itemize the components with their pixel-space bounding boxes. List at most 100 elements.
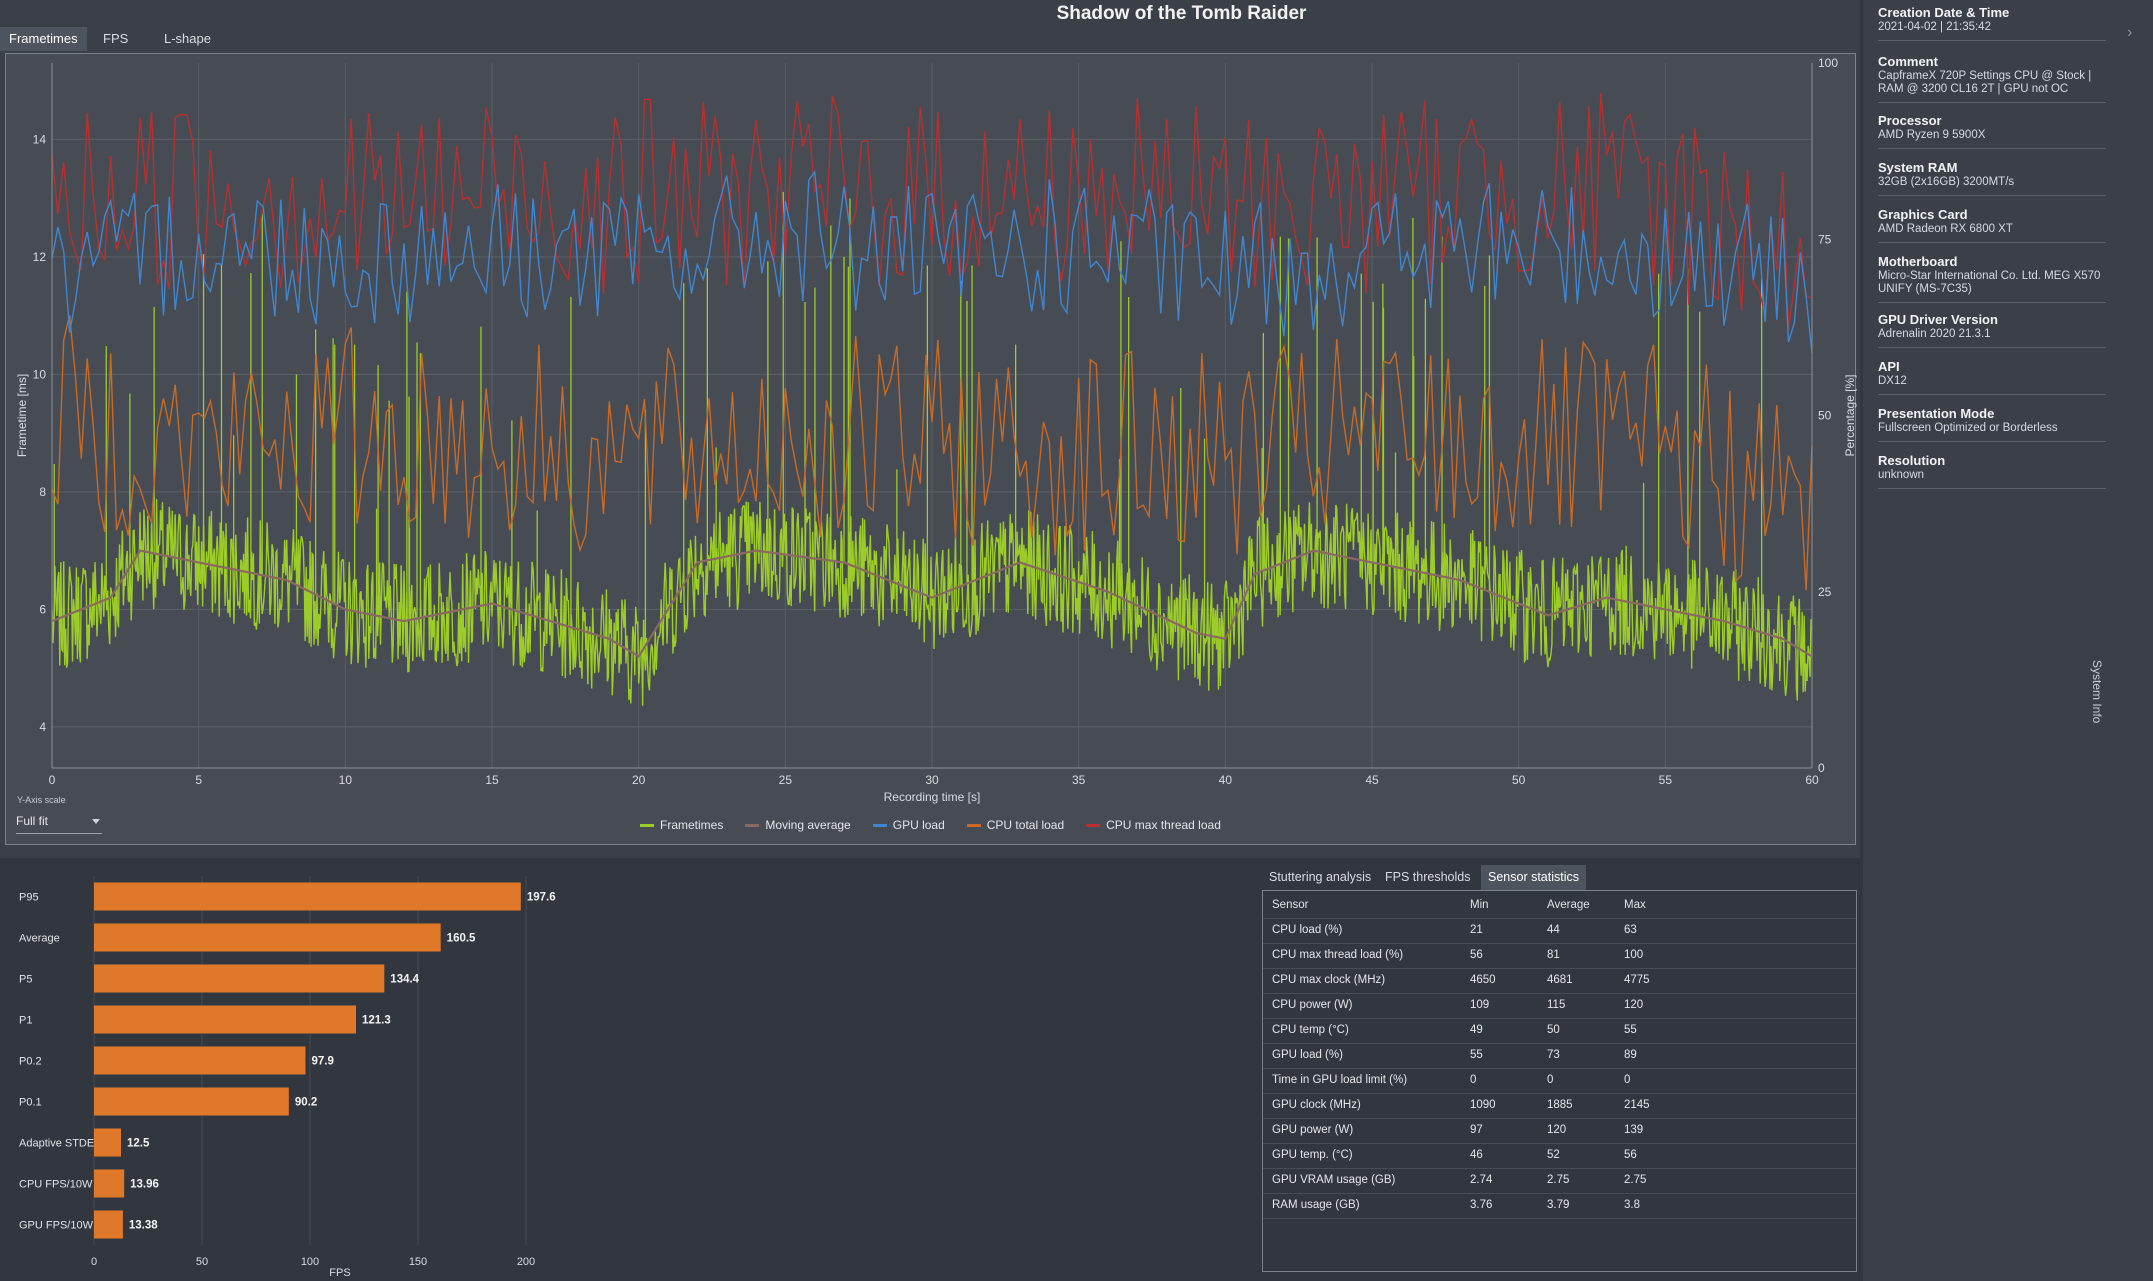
tab-l-shape[interactable]: L-shape [164,31,211,46]
system-info-entry: Comment CapframeX 720P Settings CPU @ Sto… [1878,54,2106,103]
table-cell: 97 [1470,1124,1483,1136]
tab-fps[interactable]: FPS [103,31,129,46]
table-cell: 4775 [1624,974,1650,986]
table-cell: 120 [1547,1124,1567,1136]
fps-bar [94,1169,125,1198]
chevron-down-icon [92,819,100,824]
y-tick-label: 8 [39,485,46,499]
chevron-right-icon[interactable]: › [2127,24,2133,41]
table-row: GPU power (W) 97 120 139 [1263,1118,1856,1144]
x-tick-label: 30 [925,773,939,787]
table-cell: 2.75 [1547,1174,1570,1186]
bar-value-label: 134.4 [390,974,419,986]
bar-category-label: P0.1 [19,1097,42,1109]
system-info-value: CapframeX 720P Settings CPU @ Stock | RA… [1878,70,2092,95]
bar-category-label: P0.2 [19,1056,42,1068]
bar-category-label: Average [19,933,60,945]
system-info-entry: Graphics Card AMD Radeon RX 6800 XT [1878,207,2106,243]
table-cell: 49 [1470,1024,1483,1036]
x-tick-label: 45 [1365,773,1379,787]
bar-value-label: 13.96 [130,1179,159,1191]
legend-item[interactable]: CPU max thread load [1086,818,1221,832]
legend-item[interactable]: Moving average [745,818,851,832]
y-tick-label: 10 [33,367,47,381]
legend-label: CPU total load [986,818,1065,832]
legend-label: Moving average [765,818,851,832]
table-cell: 0 [1624,1074,1631,1086]
table-cell: 3.79 [1547,1199,1570,1211]
y-axis-scale-dropdown[interactable]: Full fit [16,811,102,834]
y-axis-title: Frametime [ms] [15,374,29,457]
legend-item[interactable]: CPU total load [966,818,1065,832]
legend-item[interactable]: GPU load [872,818,945,832]
table-cell: 50 [1547,1024,1560,1036]
x-axis-title: Recording time [s] [884,790,981,804]
table-row: CPU load (%) 21 44 63 [1263,918,1856,944]
bar-category-label: GPU FPS/10W [19,1220,94,1232]
x-tick-label: 20 [632,773,646,787]
table-cell: CPU max clock (MHz) [1272,974,1386,986]
legend-label: CPU max thread load [1106,818,1221,832]
chart-series [51,92,1813,706]
system-info-value: 2021-04-02 | 21:35:42 [1878,21,1991,33]
system-info-label: Graphics Card [1878,207,1968,222]
table-cell: 4650 [1470,974,1496,986]
system-info-entry: Creation Date & Time 2021-04-02 | 21:35:4… [1878,5,2106,41]
bar-value-label: 160.5 [447,933,476,945]
tab-fps-thresholds[interactable]: FPS thresholds [1385,870,1471,884]
tab-stuttering-analysis[interactable]: Stuttering analysis [1269,870,1372,884]
table-row: CPU max clock (MHz) 4650 4681 4775 [1263,968,1856,994]
table-cell: GPU temp. (°C) [1272,1149,1353,1161]
system-info-entry: Motherboard Micro-Star International Co. … [1878,254,2106,303]
chart-legend: Frametimes Moving average GPU load CPU tota… [640,818,1221,832]
x-tick-label: 10 [339,773,353,787]
table-cell: 1885 [1547,1099,1573,1111]
sensor-statistics-table: Sensor Min Average Max CPU load (%) 21 44 63 CPU… [1262,890,1857,1272]
table-cell: 139 [1624,1124,1644,1136]
system-info-label: Creation Date & Time [1878,5,2010,20]
table-cell: 21 [1470,924,1483,936]
table-row: GPU temp. (°C) 46 52 56 [1263,1143,1856,1169]
table-cell: Time in GPU load limit (%) [1272,1074,1408,1086]
fps-bar [94,1046,306,1075]
table-cell: 2145 [1624,1099,1650,1111]
table-cell: Min [1470,899,1489,911]
fps-bar [94,1210,123,1239]
fps-bar [94,882,521,911]
table-cell: GPU power (W) [1272,1124,1354,1136]
x-tick-label: 50 [1512,773,1526,787]
system-info-label: Motherboard [1878,254,1958,269]
y-axis-scale-label: Y-Axis scale [17,795,66,805]
table-row: Time in GPU load limit (%) 0 0 0 [1263,1068,1856,1094]
legend-swatch [872,823,887,827]
system-info-label: Resolution [1878,453,1946,468]
tab-frametimes[interactable]: Frametimes [0,27,87,51]
legend-swatch [745,823,760,827]
system-info-toggle[interactable]: System Info [2090,660,2104,724]
legend-label: Frametimes [660,818,724,832]
bar-value-label: 97.9 [311,1056,333,1068]
system-info-value: DX12 [1878,375,1907,387]
fps-bar [94,1005,357,1034]
table-cell: CPU load (%) [1272,924,1343,936]
frametime-chart[interactable]: 0 5 10 15 20 25 30 35 40 45 50 55 60 4 6 8 10 12 14 0 25 50 75… [5,53,1857,845]
y-tick-label: 14 [33,132,47,146]
system-info-value: AMD Radeon RX 6800 XT [1878,223,2013,235]
system-info-entry: Resolution unknown [1878,453,2106,489]
system-info-entry: System RAM 32GB (2x16GB) 3200MT/s [1878,160,2106,196]
table-cell: 46 [1470,1149,1483,1161]
tab-sensor-statistics[interactable]: Sensor statistics [1481,865,1587,890]
system-info-label: Processor [1878,113,1942,128]
bar-x-tick-label: 200 [517,1256,535,1268]
table-cell: 56 [1470,949,1483,961]
fps-bar [94,923,441,952]
legend-item[interactable]: Frametimes [640,818,723,832]
system-info-entry: Processor AMD Ryzen 9 5900X [1878,113,2106,149]
system-info-value: 32GB (2x16GB) 3200MT/s [1878,176,2015,188]
table-cell: GPU load (%) [1272,1049,1343,1061]
system-info-value: AMD Ryzen 9 5900X [1878,129,1986,141]
system-info-entry: Presentation Mode Fullscreen Optimized or… [1878,406,2106,442]
table-cell: GPU VRAM usage (GB) [1272,1174,1396,1186]
bar-value-label: 13.38 [129,1220,158,1232]
table-cell: 100 [1624,949,1644,961]
